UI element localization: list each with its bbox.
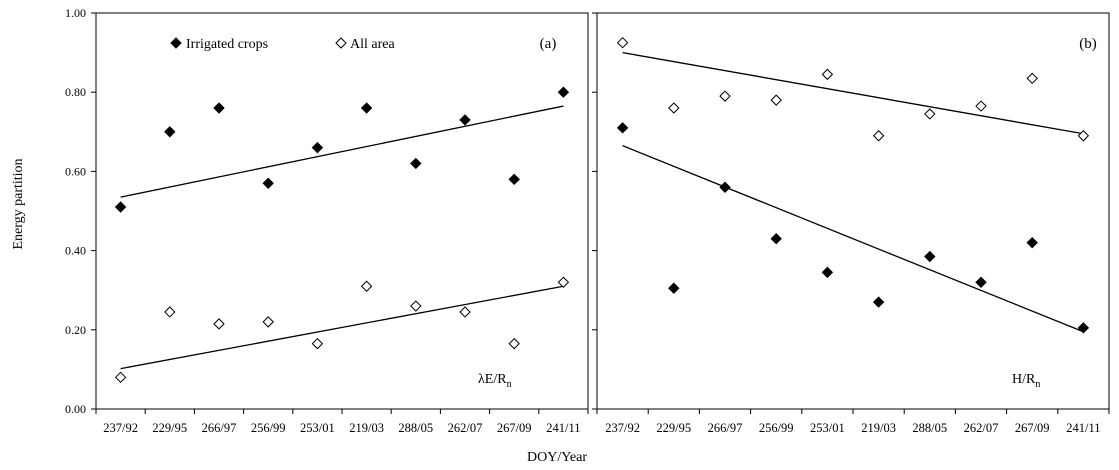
panel-a: 0.00 0.20 0.40 0.60 0.80 1.00 237/92 229/95 266/…: [65, 6, 589, 435]
panel-annotation: λE/Rn: [478, 372, 512, 390]
data-point-all-area: [114, 371, 127, 384]
x-tick-label: 219/03: [349, 421, 384, 435]
annotation-subscript: n: [507, 379, 512, 390]
data-point-irrigated-crops: [719, 181, 731, 193]
data-point-all-area: [719, 90, 731, 102]
data-point-irrigated-crops: [770, 233, 782, 245]
data-point-irrigated-crops: [459, 114, 471, 126]
x-tick-label: 266/97: [202, 421, 237, 435]
x-tick-label: 241/11: [546, 421, 580, 435]
data-point-irrigated-crops: [311, 141, 324, 154]
y-tick-label: 1.00: [65, 6, 86, 20]
plot-frame: [95, 12, 589, 410]
data-point-irrigated-crops: [616, 122, 629, 134]
trend-line-all-area: [622, 51, 1084, 135]
x-tick-label: 267/09: [1015, 421, 1050, 435]
y-tick-label: 0.00: [65, 402, 86, 416]
x-tick-label: 256/99: [759, 421, 794, 435]
data-point-all-area: [1077, 130, 1090, 142]
data-point-irrigated-crops: [668, 282, 680, 294]
y-tick-label: 0.40: [65, 244, 86, 258]
data-point-all-area: [668, 102, 680, 114]
data-point-irrigated-crops: [360, 102, 373, 114]
data-point-irrigated-crops: [410, 157, 422, 170]
x-tick-label: 288/05: [398, 421, 433, 435]
x-tick-label: 266/97: [708, 421, 743, 435]
data-point-all-area: [770, 94, 782, 106]
data-point-irrigated-crops: [821, 266, 834, 279]
data-point-irrigated-crops: [1077, 322, 1090, 334]
data-point-all-area: [872, 130, 885, 142]
data-point-all-area: [311, 337, 324, 350]
panel-annotation: H/Rn: [1012, 372, 1040, 390]
data-point-all-area: [975, 100, 987, 112]
data-point-irrigated-crops: [114, 201, 127, 213]
data-point-irrigated-crops: [924, 250, 936, 263]
x-tick-label: 219/03: [861, 421, 896, 435]
x-tick-label: 262/07: [964, 421, 999, 435]
x-tick-label: 241/11: [1066, 421, 1100, 435]
data-point-irrigated-crops: [1026, 236, 1038, 249]
x-tick-label: 267/09: [497, 421, 532, 435]
legend: Irrigated crops All area: [170, 37, 395, 52]
y-axis-label: Energy partition: [11, 158, 26, 249]
legend-label-all-area: All area: [350, 37, 395, 52]
panel-label: (b): [1079, 36, 1097, 52]
data-point-all-area: [360, 280, 373, 292]
x-tick-label: 229/95: [152, 421, 187, 435]
x-tick-label: 262/07: [448, 421, 483, 435]
data-point-all-area: [164, 306, 176, 318]
data-point-irrigated-crops: [164, 126, 176, 138]
data-point-all-area: [410, 300, 422, 312]
data-point-irrigated-crops: [872, 296, 885, 308]
data-point-irrigated-crops: [557, 86, 570, 98]
y-tick-label: 0.20: [65, 323, 86, 337]
legend-label-irrigated-crops: Irrigated crops: [186, 37, 268, 52]
x-tick-label: 253/01: [810, 421, 845, 435]
annotation-subscript: n: [1035, 379, 1040, 390]
x-tick-label: 229/95: [656, 421, 691, 435]
x-tick-label: 237/92: [605, 421, 640, 435]
plot-frame: [596, 12, 1110, 410]
trend-line-all-area: [120, 285, 564, 370]
panel-b: 237/92 229/95 266/97 256/99 253/01 219/03 288/…: [592, 12, 1110, 435]
data-point-irrigated-crops: [213, 102, 225, 114]
x-tick-label: 288/05: [912, 421, 947, 435]
data-point-irrigated-crops: [262, 177, 274, 189]
x-tick-label: 237/92: [103, 421, 138, 435]
trend-line-irrigated-crops: [120, 105, 564, 198]
legend-marker-all-area: [335, 37, 347, 49]
trend-line-irrigated-crops: [622, 145, 1084, 333]
data-point-all-area: [1026, 72, 1038, 85]
data-point-all-area: [557, 276, 570, 288]
x-axis-label: DOY/Year: [527, 450, 587, 465]
data-point-all-area: [459, 306, 471, 318]
data-point-all-area: [262, 316, 274, 328]
x-tick-label: 253/01: [300, 421, 335, 435]
data-point-irrigated-crops: [508, 173, 520, 186]
x-tick-label: 256/99: [251, 421, 286, 435]
data-point-all-area: [616, 36, 629, 49]
data-point-irrigated-crops: [975, 276, 987, 288]
y-tick-label: 0.60: [65, 164, 86, 178]
legend-marker-irrigated-crops: [170, 37, 182, 49]
data-point-all-area: [213, 318, 225, 330]
data-point-all-area: [924, 108, 936, 120]
data-point-all-area: [821, 68, 834, 81]
data-point-all-area: [508, 337, 520, 350]
panel-label: (a): [540, 36, 557, 52]
y-tick-label: 0.80: [65, 85, 86, 99]
